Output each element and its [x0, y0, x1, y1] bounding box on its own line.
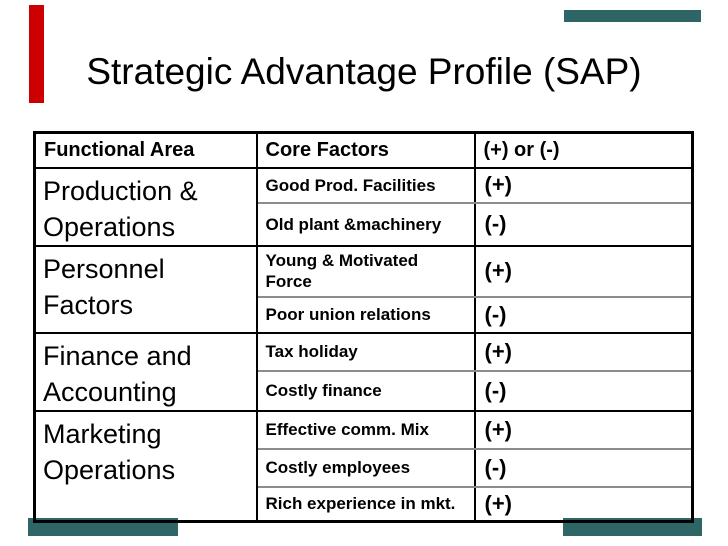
- table-row: Costly employees (-): [35, 448, 693, 488]
- factor-cell: Rich experience in mkt.: [256, 486, 476, 522]
- table-header-row: Functional Area Core Factors (+) or (-): [34, 132, 693, 169]
- table-row: Finance and Accounting Tax holiday (+): [34, 332, 693, 412]
- column-header-functional-area: Functional Area: [34, 132, 258, 169]
- column-header-sign: (+) or (-): [474, 132, 693, 169]
- teal-bar-top-right: [564, 10, 701, 22]
- column-header-core-factors: Core Factors: [256, 132, 476, 169]
- table-row: Personnel Factors Young & Motivated Forc…: [34, 245, 693, 334]
- factor-cell: Tax holiday: [256, 332, 476, 372]
- area-cell-personnel-factors: Personnel Factors: [34, 245, 258, 334]
- sign-cell: (+): [484, 490, 513, 516]
- sign-cell: (-): [474, 296, 693, 334]
- area-cell-marketing-operations: Marketing Operations: [34, 410, 258, 523]
- area-cell-production-operations: Production & Operations: [34, 167, 258, 247]
- sign-cell: (+): [474, 410, 693, 450]
- area-cell-finance-accounting: Finance and Accounting: [34, 332, 258, 412]
- sign-cell: (-): [474, 203, 693, 247]
- factor-cell: Poor union relations: [256, 296, 476, 334]
- sap-table: Functional Area Core Factors (+) or (-) …: [33, 131, 694, 523]
- sign-cell: (+): [474, 332, 693, 372]
- sign-cell: (+): [474, 167, 693, 205]
- sign-cell: (-): [474, 370, 693, 412]
- table-row: Costly finance (-): [35, 370, 693, 412]
- page-title: Strategic Advantage Profile (SAP): [86, 51, 642, 92]
- table-row: Marketing Operations Effective comm. Mix…: [34, 410, 693, 523]
- factor-cell: Effective comm. Mix: [256, 410, 476, 450]
- factor-cell: Young & Motivated Force: [256, 245, 476, 298]
- factor-cell: Old plant &machinery: [256, 203, 476, 247]
- red-accent-bar: [29, 5, 44, 103]
- table-row: Poor union relations (-): [35, 296, 693, 334]
- sign-cell: (+): [474, 245, 693, 298]
- table-row: Old plant &machinery (-): [35, 203, 693, 247]
- factor-cell: Good Prod. Facilities: [256, 167, 476, 205]
- table-row: Rich experience in mkt. (+): [35, 486, 693, 522]
- factor-cell: Costly employees: [256, 448, 476, 488]
- factor-cell: Costly finance: [256, 370, 476, 412]
- sign-cell: (-): [474, 448, 693, 488]
- table-row: Production & Operations Good Prod. Facil…: [34, 167, 693, 247]
